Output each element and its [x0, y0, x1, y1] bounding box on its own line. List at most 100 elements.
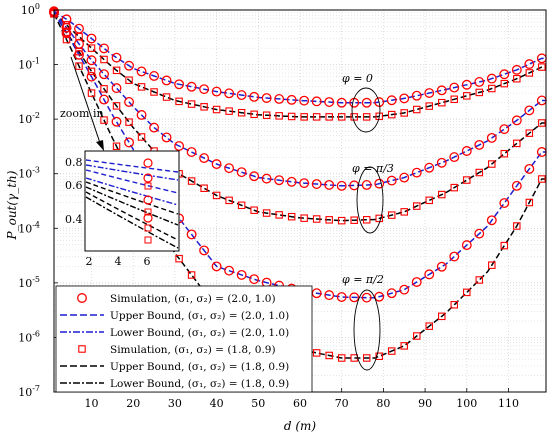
simulation-marker-circle — [411, 167, 422, 178]
legend-label: Lower Bound, (σ₁, σ₂) = (2.0, 1.0) — [110, 327, 289, 339]
simulation-marker-square — [187, 271, 196, 279]
simulation-marker-circle — [111, 52, 122, 63]
zoom-arrowhead — [96, 140, 104, 151]
simulation-marker-circle — [449, 82, 460, 93]
simulation-marker-square — [312, 349, 321, 357]
simulation-marker-circle — [424, 162, 435, 173]
upper-bound-line — [53, 10, 546, 104]
simulation-marker-square — [87, 89, 96, 97]
simulation-marker-square — [387, 347, 396, 355]
phi-label-pi3: φ = π/3 — [352, 162, 394, 175]
simulation-marker-circle — [249, 274, 260, 285]
y-tick-label: 10-1 — [18, 57, 40, 72]
simulation-marker-circle — [299, 178, 310, 189]
simulation-marker-square — [112, 66, 121, 75]
inset-frame — [84, 150, 180, 252]
inset-marker-square — [144, 236, 152, 244]
simulation-marker-square — [463, 176, 471, 184]
simulation-marker-square — [125, 76, 133, 84]
simulation-marker-square — [350, 113, 358, 121]
simulation-marker-square — [250, 206, 258, 214]
simulation-marker-circle — [436, 261, 447, 272]
phi-label-0: φ = 0 — [342, 72, 373, 85]
simulation-marker-square — [475, 88, 484, 97]
simulation-marker-circle — [86, 71, 97, 82]
simulation-marker-circle — [399, 284, 410, 295]
simulation-marker-circle — [74, 49, 84, 60]
inset-curve — [85, 191, 179, 241]
simulation-marker-square — [350, 216, 358, 224]
simulation-marker-circle — [386, 288, 397, 299]
simulation-marker-circle — [111, 83, 122, 94]
simulation-marker-circle — [349, 292, 360, 303]
simulation-marker-circle — [249, 171, 260, 182]
inset-curve — [85, 186, 179, 226]
simulation-marker-circle — [124, 97, 135, 107]
inset-y-tick-0.6: 0.6 — [65, 179, 83, 192]
simulation-marker-square — [200, 184, 208, 192]
simulation-marker-circle — [461, 146, 472, 156]
simulation-marker-square — [312, 113, 321, 121]
simulation-marker-circle — [261, 93, 272, 103]
simulation-marker-square — [450, 301, 459, 309]
simulation-marker-square — [362, 354, 371, 362]
simulation-marker-square — [100, 55, 108, 64]
simulation-marker-square — [275, 211, 283, 219]
inset-marker-square — [144, 182, 152, 190]
simulation-marker-circle — [249, 91, 260, 102]
simulation-marker-circle — [99, 94, 109, 105]
legend-label: Upper Bound, (σ₁, σ₂) = (1.8, 0.9) — [110, 361, 289, 373]
simulation-marker-square — [425, 322, 434, 330]
simulation-marker-circle — [274, 175, 285, 186]
simulation-marker-circle — [424, 88, 435, 98]
simulation-marker-square — [312, 215, 321, 223]
x-tick-label: 40 — [210, 397, 224, 410]
simulation-marker-square — [100, 116, 108, 124]
simulation-marker-circle — [111, 116, 122, 127]
simulation-marker-square — [100, 85, 108, 93]
simulation-marker-square — [337, 354, 346, 362]
simulation-marker-square — [362, 216, 371, 224]
simulation-marker-circle — [399, 172, 410, 183]
simulation-marker-square — [175, 254, 183, 263]
simulation-marker-square — [87, 44, 96, 52]
simulation-marker-circle — [224, 265, 235, 276]
inset-marker-circle — [143, 173, 153, 183]
simulation-marker-circle — [486, 132, 497, 143]
simulation-marker-circle — [511, 64, 522, 75]
simulation-marker-square — [187, 177, 196, 185]
simulation-marker-circle — [224, 163, 235, 174]
simulation-marker-circle — [374, 291, 385, 302]
simulation-marker-circle — [149, 122, 160, 133]
simulation-marker-square — [438, 312, 446, 321]
simulation-marker-square — [212, 191, 221, 200]
x-tick-label: 60 — [293, 397, 307, 410]
legend-label: Simulation, (σ₁, σ₂) = (1.8, 0.9) — [110, 344, 276, 356]
simulation-marker-square — [387, 110, 396, 119]
simulation-marker-circle — [411, 90, 422, 101]
inset-curve — [85, 159, 179, 173]
simulation-marker-circle — [186, 229, 197, 240]
simulation-marker-circle — [411, 277, 422, 287]
simulation-marker-circle — [474, 139, 485, 150]
simulation-marker-circle — [199, 153, 210, 164]
simulation-marker-square — [450, 95, 459, 104]
simulation-marker-circle — [499, 124, 510, 135]
zoom-in-label: zoom in — [60, 107, 104, 120]
y-axis-title: P_out(γ_th) — [5, 170, 19, 240]
simulation-marker-square — [237, 201, 246, 210]
legend: Simulation, (σ₁, σ₂) = (2.0, 1.0) Upper B… — [55, 285, 313, 393]
simulation-marker-circle — [374, 178, 385, 189]
simulation-marker-circle — [136, 66, 147, 77]
simulation-marker-square — [425, 196, 434, 205]
simulation-marker-square — [287, 212, 296, 221]
simulation-marker-square — [538, 119, 546, 127]
simulation-marker-square — [475, 276, 484, 284]
simulation-marker-circle — [461, 79, 472, 90]
simulation-marker-square — [300, 113, 308, 121]
simulation-marker-square — [137, 83, 146, 91]
ellipse-phi-pi3 — [356, 166, 384, 234]
simulation-marker-circle — [161, 132, 172, 143]
simulation-marker-square — [500, 149, 509, 158]
simulation-marker-circle — [311, 96, 322, 107]
